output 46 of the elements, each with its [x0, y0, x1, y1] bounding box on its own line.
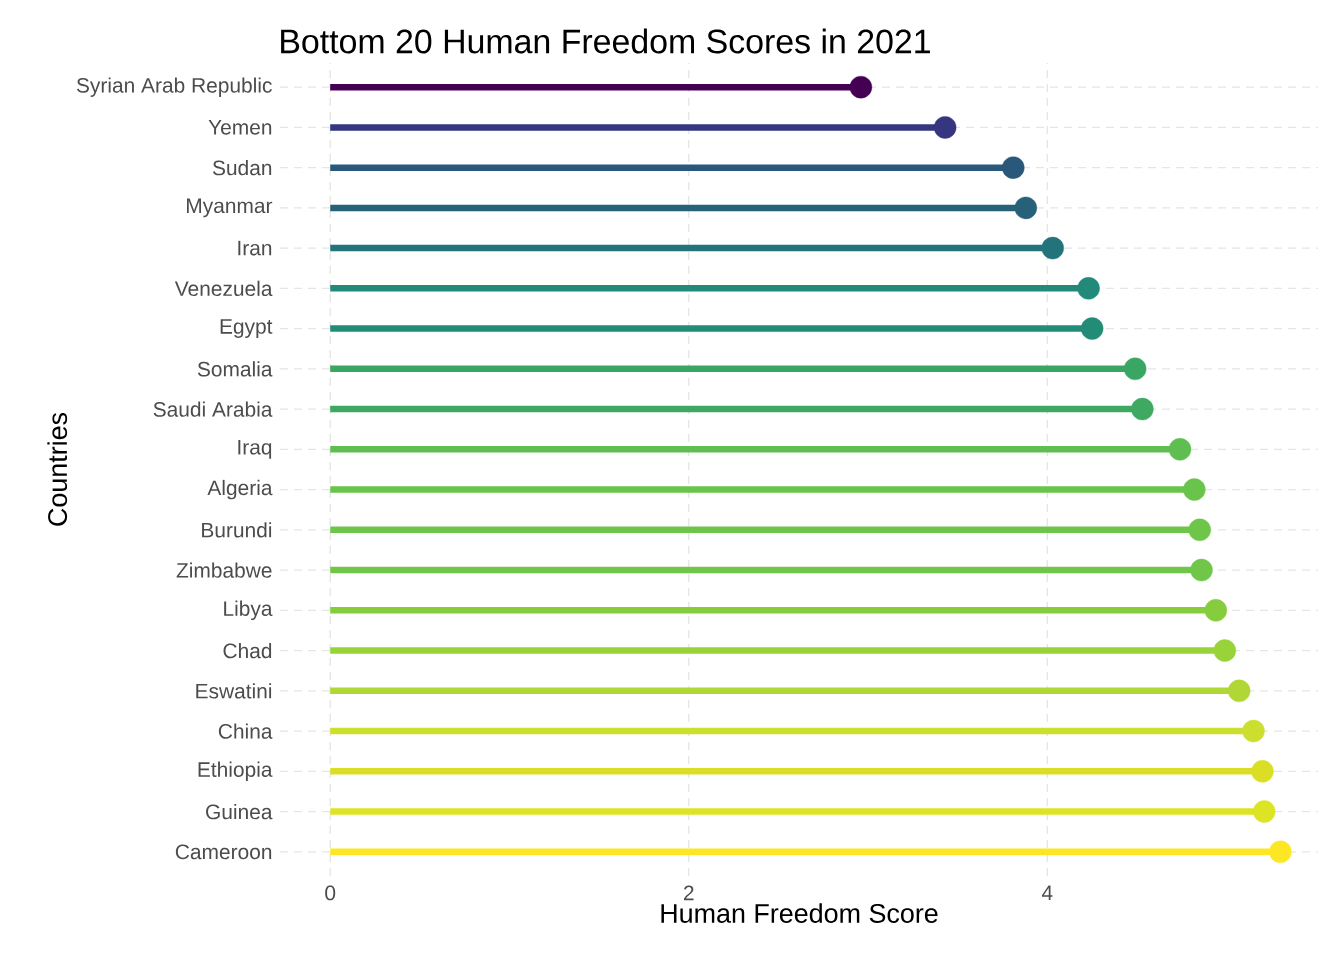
point — [1131, 397, 1154, 421]
point — [1227, 679, 1251, 703]
y-tick-label: Cameroon — [175, 844, 272, 860]
y-tick-label: China — [218, 723, 273, 739]
y-tick-label: Myanmar — [187, 198, 273, 218]
point — [1190, 558, 1213, 582]
chart-title: Bottom 20 Human Freedom Scores in 2021 — [281, 28, 930, 54]
point — [1014, 196, 1038, 220]
y-tick-label: Iran — [238, 240, 272, 256]
point — [1168, 438, 1192, 461]
point — [1080, 317, 1104, 340]
point — [1002, 156, 1025, 179]
y-tick-label: Egypt — [220, 319, 273, 338]
x-tick-label: 2 — [683, 885, 694, 901]
y-tick-label: Iraq — [238, 440, 272, 459]
point — [1204, 599, 1228, 622]
x-tick-label: 4 — [1041, 885, 1053, 900]
y-tick-label: Sudan — [212, 159, 272, 176]
y-tick-label: Chad — [223, 642, 272, 659]
y-tick-label: Venezuela — [174, 280, 273, 297]
y-tick-label: Ethiopia — [198, 761, 273, 782]
point — [1183, 478, 1206, 501]
y-tick-label: Saudi Arabia — [153, 401, 273, 417]
point — [849, 75, 873, 99]
point — [1041, 236, 1064, 260]
point — [1188, 518, 1211, 542]
point — [1253, 800, 1276, 823]
y-tick-label: Yemen — [208, 120, 272, 135]
point — [1213, 639, 1236, 662]
x-axis-title: Human Freedom Score — [661, 903, 938, 923]
y-tick-label: Syrian Arab Republic — [76, 77, 272, 97]
point — [1251, 760, 1274, 783]
y-tick-label: Libya — [224, 600, 273, 621]
y-axis-title: Countries — [47, 412, 68, 526]
y-tick-label: Algeria — [207, 479, 273, 500]
point — [1123, 357, 1147, 381]
y-tick-label: Burundi — [202, 522, 272, 538]
y-tick-label: Zimbabwe — [176, 562, 272, 578]
y-tick-label: Somalia — [197, 361, 273, 377]
point — [1269, 840, 1292, 864]
point — [933, 116, 957, 139]
x-tick-label: 0 — [325, 885, 336, 901]
point — [1077, 277, 1100, 300]
y-tick-label: Eswatini — [196, 683, 272, 699]
point — [1242, 719, 1265, 743]
y-tick-label: Guinea — [206, 803, 273, 820]
